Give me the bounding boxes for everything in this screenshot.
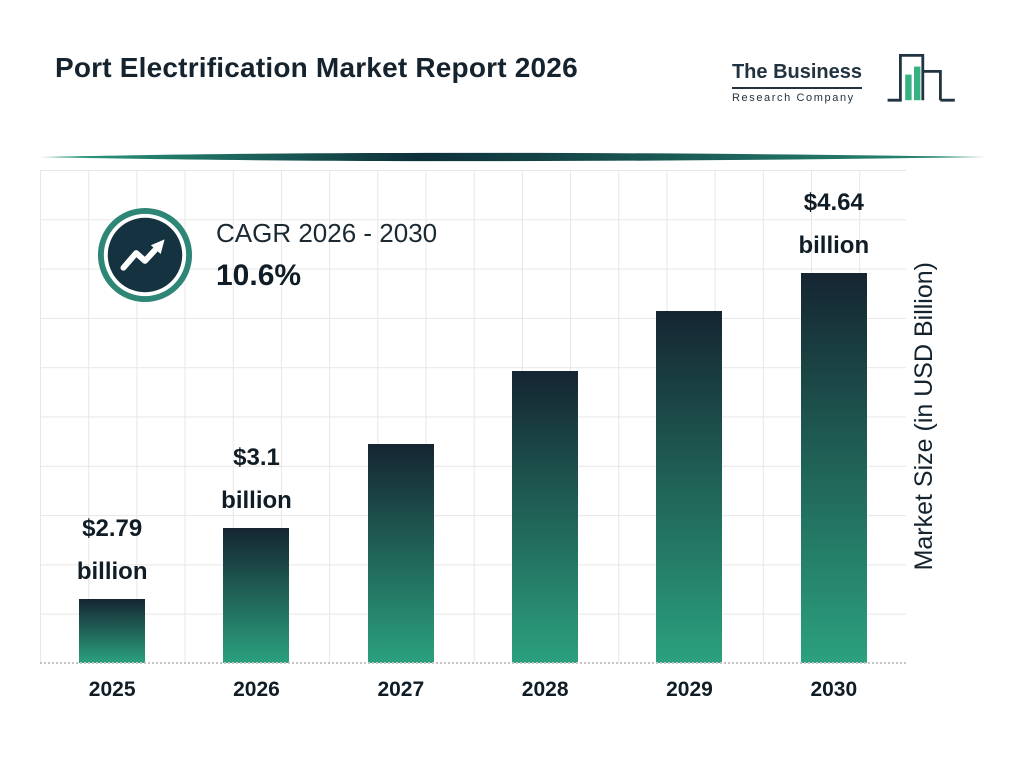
y-axis-title: Market Size (in USD Billion) (909, 262, 938, 571)
bars-row: $2.79 billion $3.1 billion $4.64 billion (40, 170, 906, 663)
bar-value-label: $2.79 billion (76, 514, 148, 585)
bar-cell: $4.64 billion (762, 170, 906, 663)
plot-area: $2.79 billion $3.1 billion $4.64 billion (40, 170, 906, 664)
cagr-value: 10.6% (216, 258, 302, 292)
bar-cell: $2.79 billion (40, 170, 184, 663)
bar-value-label: $4.64 billion (798, 188, 870, 259)
bar-2027 (367, 444, 434, 663)
y-axis-title-wrap: Market Size (in USD Billion) (896, 170, 952, 663)
x-axis-label: 2030 (810, 678, 858, 701)
page-title: Port Electrification Market Report 2026 (55, 52, 578, 83)
bar-cell (617, 170, 761, 663)
x-axis-label: 2026 (233, 678, 280, 701)
cagr-block: CAGR 2026 - 2030 10.6% (96, 206, 437, 304)
bar-cell: $3.1 billion (184, 170, 328, 663)
cagr-text: CAGR 2026 - 2030 10.6% (216, 218, 437, 293)
x-axis-label: 2028 (521, 678, 569, 701)
bar-cell (473, 170, 617, 663)
x-axis-label: 2025 (88, 678, 136, 701)
bar-cell (329, 170, 473, 663)
x-axis-labels: 2025 2026 2027 2028 2029 2030 (40, 678, 906, 702)
logo-bars-icon (887, 54, 955, 102)
bar-value-label: $3.1 billion (221, 443, 292, 514)
bar-2026 (223, 528, 290, 663)
x-axis-label: 2029 (666, 678, 713, 701)
cagr-label: CAGR 2026 - 2030 (216, 217, 438, 248)
brand-logo-text: The Business Research Company (731, 61, 862, 104)
brand-logo: The Business Research Company (731, 40, 966, 114)
x-axis-label: 2027 (377, 678, 425, 701)
bar-2029 (656, 311, 723, 663)
x-axis-baseline (40, 662, 906, 664)
header-divider (40, 152, 985, 162)
bar-2025 (79, 599, 146, 663)
bar-2030 (800, 273, 867, 663)
brand-name: The Business (731, 61, 862, 89)
bar-2028 (512, 371, 579, 663)
trending-up-icon (97, 207, 193, 303)
brand-subname: Research Company (731, 92, 855, 104)
